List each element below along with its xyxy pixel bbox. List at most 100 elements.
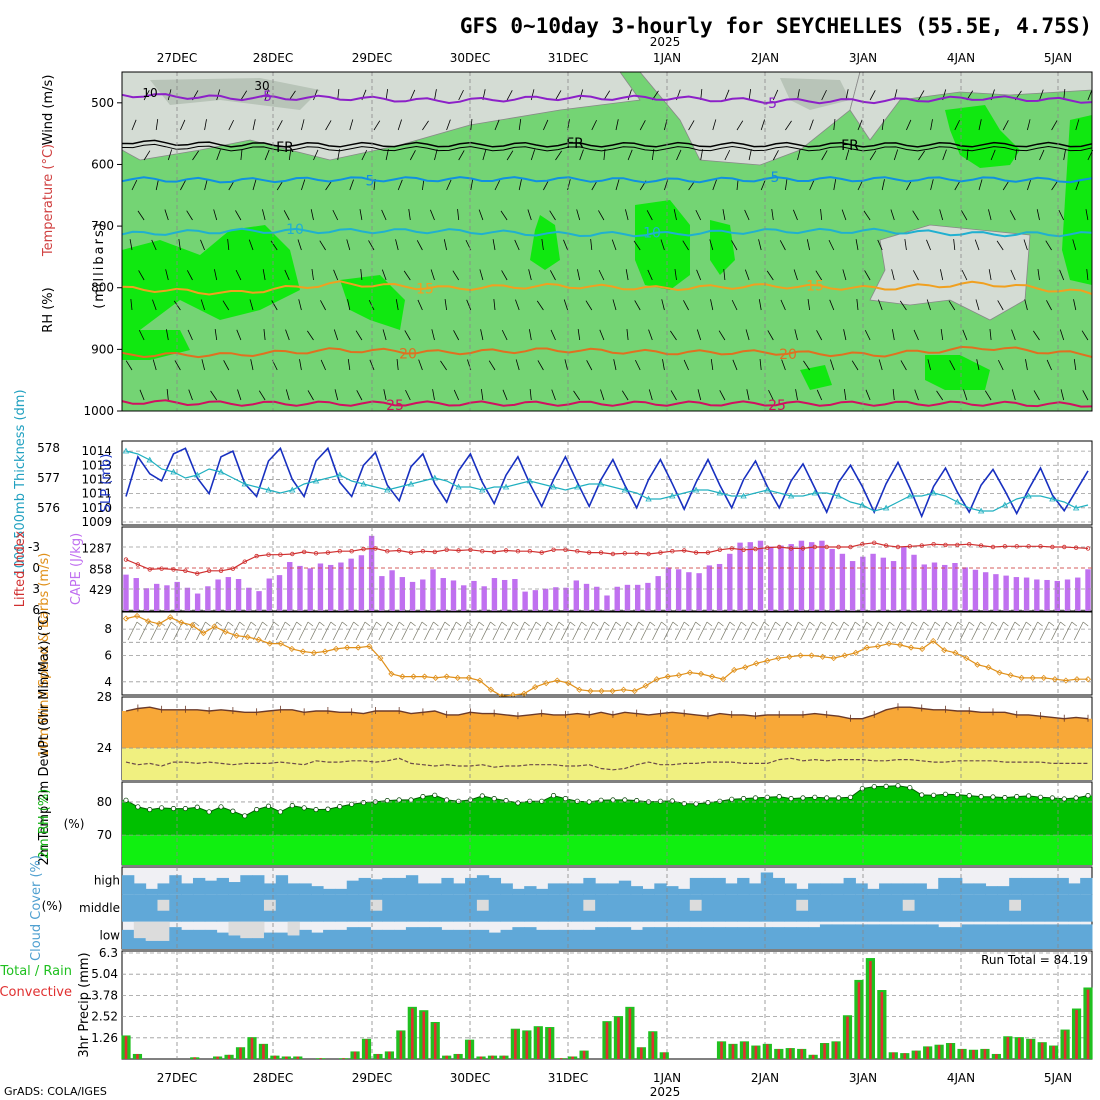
surface-barb-flag — [547, 621, 553, 627]
temp2m-label: 2m Temp 2m DewPt (6hr Min/Max) (°C) — [37, 611, 52, 866]
cloud-middle-cell — [488, 894, 502, 922]
surface-barb — [538, 621, 548, 641]
wind-barb — [319, 240, 326, 251]
surface-barb — [925, 621, 936, 641]
wind-barb — [204, 179, 208, 191]
wind-speed-marker — [167, 614, 174, 621]
rh2m-unit: (%) — [64, 817, 85, 831]
wind-barb — [297, 239, 302, 251]
wind-speed-marker — [885, 640, 893, 647]
cloud-middle-cell — [559, 894, 573, 922]
surface-barb-flag — [809, 621, 815, 627]
wind-speed-marker — [122, 615, 130, 622]
wind-barb — [283, 210, 290, 221]
surface-barb — [424, 621, 434, 641]
wind-speed-marker — [598, 687, 605, 695]
isotherm-FR — [121, 139, 1093, 148]
cloud-high-cell — [441, 877, 454, 895]
li-marker — [646, 551, 651, 557]
surface-barb — [127, 621, 138, 641]
surface-barb-flag — [889, 621, 895, 627]
li-marker — [183, 568, 188, 573]
rh2m-marker — [349, 801, 355, 807]
cloud-level-label: middle — [79, 901, 120, 915]
surface-barb-flag — [1082, 621, 1089, 627]
date-label-bottom: 2JAN — [751, 1071, 779, 1085]
rh-moist-area — [1062, 115, 1092, 285]
cloud-high-cell — [855, 883, 868, 895]
cloud-middle-cell — [382, 894, 395, 922]
thickness-marker — [312, 477, 320, 484]
li-marker — [1073, 545, 1079, 550]
surface-barb — [389, 621, 400, 641]
rh2m-marker — [598, 797, 604, 803]
rh2m-marker — [1049, 795, 1055, 801]
wind-speed-marker — [1040, 674, 1047, 681]
wind-barb — [815, 270, 823, 281]
surface-barb — [731, 621, 742, 641]
wind-barb — [647, 269, 653, 281]
cloud-high-cell — [973, 883, 987, 895]
wind-barb — [494, 119, 500, 131]
wind-barb — [334, 389, 339, 401]
wind-speed-marker — [211, 623, 218, 630]
cape-bar — [911, 554, 917, 611]
cloud-high-cell — [701, 877, 714, 895]
wind-speed-marker — [222, 628, 229, 635]
li-marker — [800, 546, 806, 551]
precip-conv-bar — [216, 1056, 219, 1059]
wind-barb — [633, 240, 641, 251]
wind-speed-marker — [952, 649, 959, 656]
date-label-bottom: 27DEC — [157, 1071, 197, 1085]
thickness-marker — [265, 486, 272, 493]
wind-barb — [906, 119, 912, 131]
thickness-marker — [384, 486, 391, 493]
wind-barb — [458, 150, 465, 161]
wind-barb — [515, 299, 520, 311]
wind-barb — [186, 210, 193, 221]
surface-barb — [823, 621, 833, 641]
surface-barb — [606, 621, 617, 641]
wind-barb — [333, 269, 339, 281]
surface-barb — [971, 621, 981, 641]
surface-barb — [264, 621, 275, 641]
cloud-low-cell — [323, 929, 336, 949]
wind-barb — [131, 119, 137, 131]
cloud-middle-cell — [323, 894, 336, 922]
rh2m-marker — [206, 809, 212, 815]
cape-bar — [358, 555, 365, 611]
cloud-middle-cell — [204, 894, 218, 922]
precip-conv-bar — [525, 1031, 529, 1059]
cloud-middle-cell — [666, 894, 679, 922]
surface-barb-flag — [991, 621, 998, 627]
wind-barb — [528, 329, 532, 341]
wind-barb — [201, 359, 205, 371]
wind-barb — [772, 150, 779, 161]
li-marker — [278, 552, 283, 557]
cloud-high-cell — [760, 872, 774, 895]
wind-barb — [458, 89, 464, 101]
surface-barb-flag — [433, 621, 439, 627]
bottom-year-label: 2025 — [650, 1085, 681, 1099]
cloud-middle-cell — [358, 894, 371, 922]
wind-barb — [479, 269, 484, 281]
wind-barb — [506, 90, 513, 101]
rh2m-marker — [919, 792, 925, 798]
wind-barb — [385, 149, 389, 161]
li-marker — [575, 549, 580, 554]
wind-barb — [576, 209, 581, 221]
wind-barb — [1051, 120, 1058, 131]
wind-barb — [214, 269, 218, 281]
thickness-marker — [906, 492, 914, 499]
wind-speed-marker — [775, 655, 782, 662]
cloud-low-cell — [808, 927, 821, 949]
precip-conv-bar — [365, 1039, 368, 1059]
surface-barb-flag — [820, 621, 827, 627]
cloud-low-cell — [346, 927, 360, 949]
slp-tick-label: 1010 — [81, 501, 112, 515]
cloud-low-cell — [677, 927, 691, 949]
wind-barb — [307, 390, 314, 401]
cape-bar — [246, 587, 252, 611]
wind-barb — [961, 269, 968, 281]
